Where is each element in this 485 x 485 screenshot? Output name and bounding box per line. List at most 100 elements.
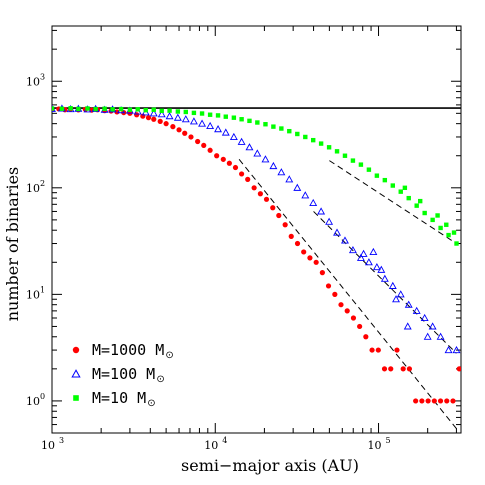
- y-tick-label: 10: [26, 182, 40, 195]
- data-point-series-2: [93, 106, 98, 112]
- data-point-series-0: [369, 347, 375, 353]
- data-point-series-1: [309, 198, 318, 207]
- data-point-series-1: [428, 322, 437, 330]
- data-point-series-2: [287, 128, 292, 134]
- y-tick-label-exponent: 2: [40, 179, 45, 188]
- legend-label-subscript: ⊙: [147, 398, 155, 409]
- legend-label-subscript: ⊙: [156, 374, 164, 385]
- data-point-series-1: [214, 125, 223, 133]
- data-point-series-1: [285, 175, 294, 183]
- data-point-series-2: [318, 141, 324, 146]
- data-point-series-2: [430, 217, 435, 223]
- data-point-series-0: [450, 398, 456, 404]
- data-point-series-0: [232, 164, 239, 171]
- data-point-series-1: [293, 183, 302, 191]
- data-point-series-2: [110, 107, 115, 112]
- data-point-series-2: [374, 173, 380, 178]
- data-point-series-0: [307, 255, 313, 261]
- legend-label-subscript: ⊙: [165, 350, 173, 361]
- data-point-series-1: [198, 119, 207, 127]
- data-point-series-0: [288, 233, 294, 239]
- y-tick-label: 10: [26, 288, 40, 301]
- data-point-series-2: [303, 134, 308, 140]
- data-point-series-2: [191, 110, 197, 116]
- data-point-series-2: [444, 222, 449, 227]
- data-point-series-2: [451, 230, 457, 235]
- data-point-series-1: [403, 322, 412, 330]
- data-point-series-1: [452, 345, 461, 354]
- data-point-series-1: [157, 110, 166, 118]
- data-point-series-0: [294, 240, 301, 247]
- data-point-series-0: [188, 134, 194, 140]
- x-tick-label: 10: [41, 439, 55, 452]
- data-point-series-0: [114, 109, 120, 115]
- data-point-series-1: [245, 143, 254, 151]
- data-point-series-0: [263, 196, 270, 202]
- data-point-series-0: [313, 259, 319, 265]
- y-tick-label: 10: [26, 395, 40, 408]
- y-axis-label: number of binaries: [3, 167, 22, 322]
- data-point-series-0: [350, 315, 357, 321]
- x-tick-label: 10: [368, 439, 382, 452]
- fit-line-series-0: [238, 159, 457, 429]
- data-point-series-1: [377, 265, 386, 273]
- data-point-series-1: [364, 258, 373, 266]
- data-point-series-2: [143, 107, 148, 113]
- data-point-series-1: [237, 137, 246, 145]
- data-point-series-0: [245, 176, 251, 182]
- data-point-series-0: [226, 160, 232, 166]
- data-point-series-2: [151, 107, 156, 112]
- data-point-series-1: [165, 112, 174, 120]
- data-point-series-0: [444, 398, 450, 404]
- data-point-series-2: [199, 111, 205, 116]
- data-point-series-1: [356, 253, 365, 261]
- data-point-series-2: [438, 225, 443, 231]
- data-point-series-1: [277, 168, 286, 176]
- data-point-series-1: [396, 290, 405, 298]
- data-point-series-1: [348, 246, 357, 254]
- data-point-series-0: [332, 291, 338, 297]
- x-tick-label-exponent: 5: [386, 436, 391, 445]
- data-point-series-2: [342, 153, 348, 158]
- data-point-series-0: [375, 347, 381, 353]
- data-point-series-2: [247, 118, 252, 124]
- data-point-series-0: [319, 270, 325, 276]
- data-point-series-2: [350, 158, 356, 163]
- data-point-series-0: [239, 171, 245, 177]
- data-point-series-2: [422, 210, 427, 216]
- data-point-series-0: [182, 130, 188, 136]
- data-point-series-2: [183, 109, 189, 115]
- legend-entry: M=10 M ⊙: [73, 389, 156, 409]
- x-tick-label-exponent: 4: [222, 436, 227, 445]
- data-point-series-2: [446, 232, 451, 238]
- data-point-series-0: [394, 347, 400, 353]
- fit-line-series-2: [329, 160, 457, 244]
- data-point-series-2: [239, 117, 244, 122]
- data-point-series-2: [418, 198, 423, 204]
- data-point-series-1: [325, 217, 334, 225]
- data-point-series-1: [412, 306, 421, 314]
- data-point-series-0: [325, 283, 332, 289]
- data-point-series-0: [151, 116, 157, 122]
- data-point-series-2: [382, 177, 388, 183]
- data-point-series-2: [215, 113, 221, 118]
- legend-label: M=100 M: [92, 365, 155, 383]
- data-point-series-2: [135, 107, 140, 112]
- data-point-series-2: [255, 120, 260, 125]
- data-point-series-1: [206, 121, 215, 130]
- legend-entry: M=100 M ⊙: [71, 365, 165, 385]
- data-point-series-1: [317, 207, 326, 215]
- data-point-series-1: [341, 236, 349, 244]
- data-point-series-0: [201, 142, 207, 149]
- data-point-series-1: [359, 249, 368, 257]
- y-tick-label: 10: [26, 75, 40, 88]
- data-point-series-1: [392, 295, 400, 303]
- data-point-series-2: [127, 107, 133, 112]
- data-point-series-1: [181, 115, 190, 123]
- data-point-series-2: [311, 137, 316, 143]
- legend-marker: [73, 395, 79, 401]
- legend-marker: [71, 369, 81, 378]
- data-point-series-2: [358, 162, 364, 167]
- data-point-series-0: [406, 366, 413, 372]
